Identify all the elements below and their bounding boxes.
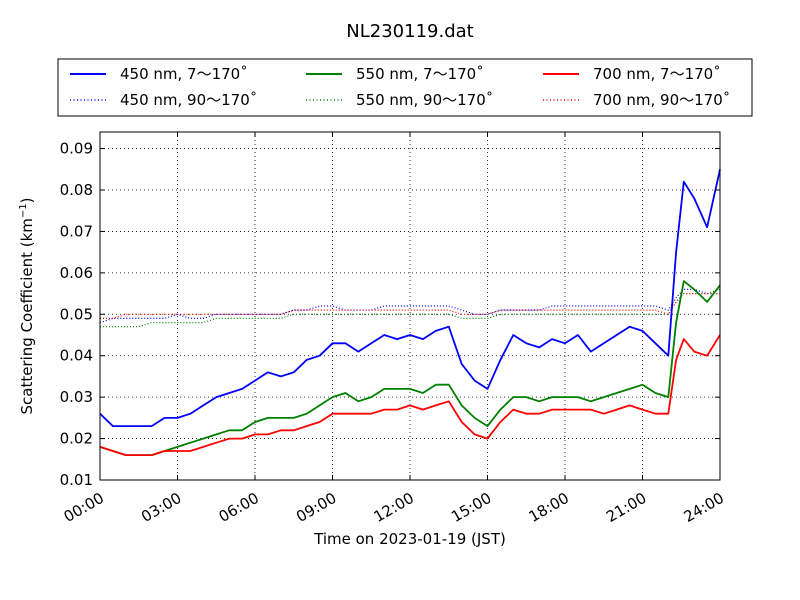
legend-frame [57, 58, 753, 117]
series-line-1 [99, 288, 720, 324]
y-tick-label: 0.02 [60, 430, 93, 448]
series-line-3 [100, 288, 721, 328]
series-line-4 [99, 334, 721, 457]
x-tick-label: 21:00 [603, 489, 649, 526]
y-axis-label-superscript: −1 [18, 203, 29, 218]
series-line-0 [99, 169, 721, 428]
y-axis: 0.01 0.02 0.03 0.04 0.05 0.06 0.07 0.08 0.09 [60, 140, 720, 489]
series-line-2 [99, 280, 721, 457]
x-tick-label: 18:00 [526, 489, 572, 526]
x-tick-label: 03:00 [138, 489, 184, 526]
legend-label-4: 700 nm, 7～170˚ [593, 65, 721, 83]
y-axis-label: Scattering Coefficient (km−1) [18, 197, 36, 414]
x-tick-label: 00:00 [61, 489, 107, 526]
y-axis-label-close: ) [18, 197, 36, 203]
y-tick-label: 0.01 [60, 471, 93, 489]
chart-title: NL230119.dat [346, 21, 473, 42]
y-tick-label: 0.07 [60, 222, 93, 240]
x-tick-label: 06:00 [216, 489, 262, 526]
y-tick-label: 0.04 [60, 347, 93, 365]
y-tick-label: 0.03 [60, 388, 93, 406]
x-tick-label: 12:00 [371, 489, 417, 526]
x-tick-label: 09:00 [293, 489, 339, 526]
y-tick-label: 0.05 [60, 305, 93, 323]
plot-series [99, 169, 721, 457]
legend: 450 nm, 7～170˚ 450 nm, 90～170˚ 550 nm, 7～1… [57, 58, 753, 117]
x-axis-label: Time on 2023-01-19 (JST) [313, 530, 506, 548]
y-tick-label: 0.09 [60, 140, 93, 158]
legend-label-1: 450 nm, 90～170˚ [120, 91, 257, 109]
legend-label-0: 450 nm, 7～170˚ [120, 65, 248, 83]
y-tick-label: 0.08 [60, 181, 93, 199]
legend-label-5: 700 nm, 90～170˚ [593, 91, 730, 109]
legend-label-3: 550 nm, 90～170˚ [356, 91, 493, 109]
y-axis-label-main: Scattering Coefficient (km [18, 218, 36, 414]
x-tick-label: 15:00 [448, 489, 494, 526]
legend-label-2: 550 nm, 7～170˚ [356, 65, 484, 83]
y-tick-label: 0.06 [60, 264, 93, 282]
x-tick-label: 24:00 [681, 489, 727, 526]
